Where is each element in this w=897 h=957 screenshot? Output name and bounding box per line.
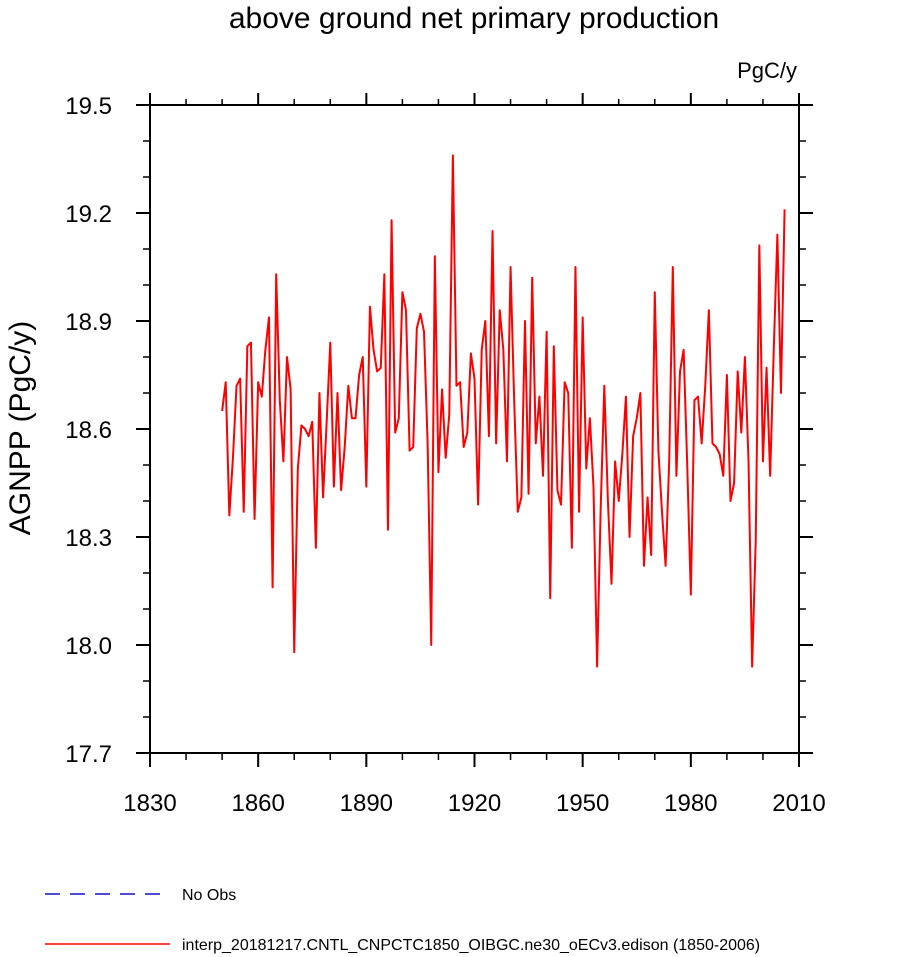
legend-label-no-obs: No Obs xyxy=(182,887,236,904)
y-tick-label: 18.9 xyxy=(65,309,112,336)
series-line xyxy=(221,154,786,668)
axis-ticks xyxy=(136,93,813,767)
x-tick-label: 1890 xyxy=(340,790,393,817)
y-tick-label: 17.7 xyxy=(65,741,112,768)
y-tick-label: 19.2 xyxy=(65,201,112,228)
units-label: PgC/y xyxy=(737,58,797,83)
legend: No Obs interp_20181217.CNTL_CNPCTC1850_O… xyxy=(45,887,760,954)
x-tick-label: 1980 xyxy=(664,790,717,817)
x-tick-label: 1860 xyxy=(231,790,284,817)
y-tick-label: 18.3 xyxy=(65,525,112,552)
x-tick-label: 2010 xyxy=(772,790,825,817)
y-tick-label: 18.0 xyxy=(65,633,112,660)
plot-frame xyxy=(149,104,800,754)
x-tick-label: 1920 xyxy=(448,790,501,817)
y-axis-label: AGNPP (PgC/y) xyxy=(4,321,37,536)
y-tick-label: 19.5 xyxy=(65,93,112,120)
chart-title: above ground net primary production xyxy=(229,2,719,35)
legend-label-model: interp_20181217.CNTL_CNPCTC1850_OIBGC.ne… xyxy=(182,937,760,954)
y-tick-label: 18.6 xyxy=(65,417,112,444)
x-tick-label: 1830 xyxy=(123,790,176,817)
data-series xyxy=(221,154,786,668)
x-tick-label: 1950 xyxy=(556,790,609,817)
axis-tick-labels: 1830 1860 1890 1920 1950 1980 2010 17.7 18.0 18.3… xyxy=(65,93,825,817)
